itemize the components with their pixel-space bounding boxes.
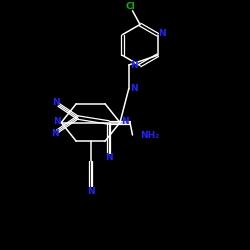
Text: N: N bbox=[52, 98, 60, 107]
Text: N: N bbox=[51, 129, 59, 138]
Text: N: N bbox=[53, 117, 60, 126]
Text: N: N bbox=[130, 84, 138, 93]
Text: N: N bbox=[158, 29, 166, 38]
Text: NH₂: NH₂ bbox=[140, 130, 159, 140]
Text: N: N bbox=[87, 187, 94, 196]
Text: N: N bbox=[105, 153, 112, 162]
Text: Cl: Cl bbox=[125, 2, 135, 11]
Text: N: N bbox=[121, 117, 128, 126]
Text: N: N bbox=[130, 60, 138, 70]
